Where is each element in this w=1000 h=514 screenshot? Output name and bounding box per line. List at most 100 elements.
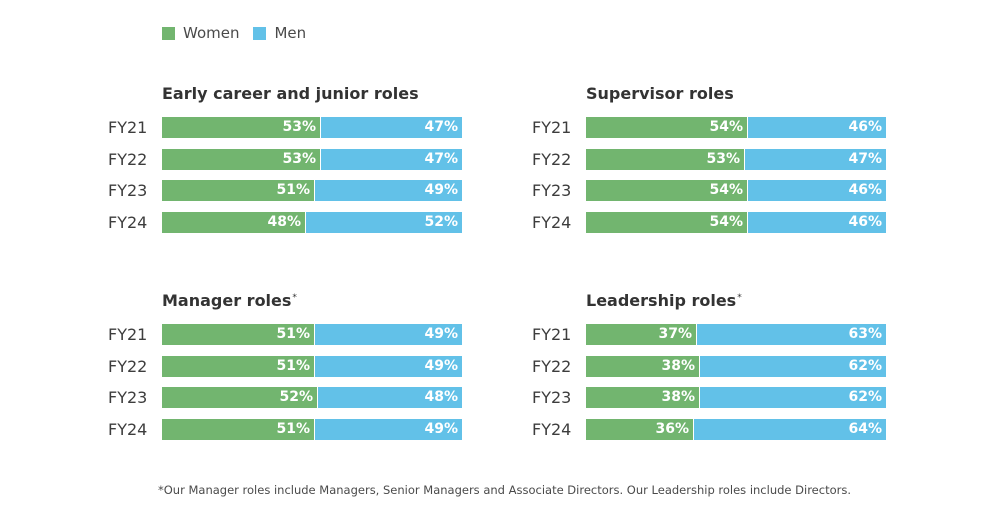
data-label: 47%: [424, 119, 458, 135]
data-label: 38%: [661, 389, 695, 405]
stacked-bar: 51% 49%: [162, 418, 462, 440]
men-bar-segment: 46%: [748, 180, 886, 201]
men-bar-segment: 49%: [315, 324, 462, 345]
stacked-bar: 52% 48%: [162, 387, 462, 408]
data-label: 62%: [848, 357, 882, 374]
women-bar-segment: 51%: [162, 324, 315, 345]
women-bar-segment: 38%: [586, 387, 700, 408]
women-bar-segment: 54%: [586, 211, 748, 233]
women-bar-segment: 38%: [586, 355, 700, 377]
legend-item-men: Men: [253, 24, 306, 42]
data-label: 38%: [661, 357, 695, 374]
stacked-bar: 51% 49%: [162, 355, 462, 377]
men-swatch: [253, 26, 267, 40]
panel-title: Early career and junior roles: [162, 84, 420, 103]
data-label: 49%: [424, 326, 458, 342]
data-label: 53%: [282, 150, 316, 167]
category-label: FY21: [532, 325, 572, 344]
data-label: 51%: [276, 420, 310, 437]
stacked-bar: 51% 49%: [162, 324, 462, 345]
data-label: 46%: [848, 119, 882, 135]
women-bar-segment: 54%: [586, 180, 748, 201]
stacked-bar: 53% 47%: [586, 148, 886, 170]
bar-row: FY24 48% 52%: [108, 211, 508, 233]
bar-row: FY24 36% 64%: [532, 418, 932, 440]
bar-row: FY22 51% 49%: [108, 355, 508, 377]
men-bar-segment: 49%: [315, 418, 462, 440]
legend-label-men: Men: [274, 24, 307, 42]
data-label: 49%: [424, 182, 458, 198]
data-label: 53%: [282, 119, 316, 135]
women-bar-segment: 37%: [586, 324, 697, 345]
stacked-bar: 54% 46%: [586, 180, 886, 201]
bar-row: FY24 51% 49%: [108, 418, 508, 440]
men-bar-segment: 47%: [321, 148, 462, 170]
bar-row: FY23 51% 49%: [108, 180, 508, 201]
men-bar-segment: 47%: [321, 117, 462, 138]
bar-row: FY22 53% 47%: [532, 148, 932, 170]
category-label: FY24: [532, 212, 572, 232]
category-label: FY21: [108, 118, 148, 137]
category-label: FY23: [532, 388, 572, 407]
category-label: FY23: [532, 181, 572, 200]
data-label: 63%: [848, 326, 882, 342]
panel-title: Manager roles*: [162, 291, 297, 310]
panel-title-text: Leadership roles: [586, 291, 737, 310]
women-bar-segment: 51%: [162, 418, 315, 440]
stacked-bar: 38% 62%: [586, 355, 886, 377]
data-label: 46%: [848, 213, 882, 230]
data-label: 53%: [706, 150, 740, 167]
data-label: 64%: [848, 420, 882, 437]
data-label: 49%: [424, 357, 458, 374]
data-label: 49%: [424, 420, 458, 437]
men-bar-segment: 48%: [318, 387, 462, 408]
women-bar-segment: 53%: [162, 148, 321, 170]
category-label: FY22: [532, 149, 572, 169]
men-bar-segment: 64%: [694, 418, 886, 440]
stacked-bar: 51% 49%: [162, 180, 462, 201]
category-label: FY21: [532, 118, 572, 137]
bar-row: FY23 38% 62%: [532, 387, 932, 408]
stacked-bar: 37% 63%: [586, 324, 886, 345]
category-label: FY24: [108, 419, 148, 439]
category-label: FY21: [108, 325, 148, 344]
panel-title-text: Manager roles: [162, 291, 292, 310]
bar-row: FY24 54% 46%: [532, 211, 932, 233]
category-label: FY24: [532, 419, 572, 439]
men-bar-segment: 46%: [748, 211, 886, 233]
stacked-bar: 38% 62%: [586, 387, 886, 408]
panel-title-mark: *: [737, 292, 742, 303]
stacked-bar: 36% 64%: [586, 418, 886, 440]
legend: Women Men: [162, 24, 320, 42]
data-label: 36%: [655, 420, 689, 437]
men-bar-segment: 49%: [315, 355, 462, 377]
men-bar-segment: 47%: [745, 148, 886, 170]
stacked-bar: 48% 52%: [162, 211, 462, 233]
legend-item-women: Women: [162, 24, 239, 42]
bar-row: FY21 37% 63%: [532, 324, 932, 345]
bar-row: FY21 54% 46%: [532, 117, 932, 138]
stacked-bar: 53% 47%: [162, 117, 462, 138]
data-label: 47%: [848, 150, 882, 167]
panel-title-text: Supervisor roles: [586, 84, 734, 103]
category-label: FY24: [108, 212, 148, 232]
category-label: FY22: [108, 149, 148, 169]
women-bar-segment: 52%: [162, 387, 318, 408]
category-label: FY22: [108, 356, 148, 376]
data-label: 54%: [709, 213, 743, 230]
bar-row: FY23 54% 46%: [532, 180, 932, 201]
data-label: 54%: [709, 182, 743, 198]
footnote: *Our Manager roles include Managers, Sen…: [158, 483, 851, 497]
legend-label-women: Women: [183, 24, 240, 42]
women-bar-segment: 51%: [162, 180, 315, 201]
stacked-bar: 53% 47%: [162, 148, 462, 170]
men-bar-segment: 62%: [700, 387, 886, 408]
women-bar-segment: 36%: [586, 418, 694, 440]
women-bar-segment: 53%: [162, 117, 321, 138]
women-bar-segment: 48%: [162, 211, 306, 233]
data-label: 51%: [276, 182, 310, 198]
men-bar-segment: 63%: [697, 324, 886, 345]
panel-title: Leadership roles*: [586, 291, 742, 310]
data-label: 54%: [709, 119, 743, 135]
data-label: 48%: [267, 213, 301, 230]
